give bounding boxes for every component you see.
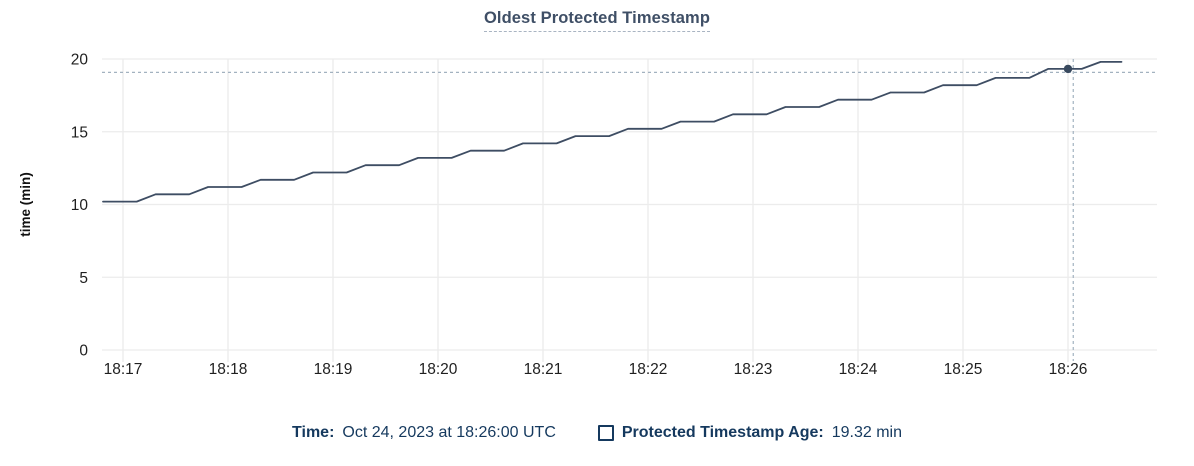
x-tick-label: 18:22 (629, 361, 668, 378)
chart-title[interactable]: Oldest Protected Timestamp (483, 9, 711, 32)
x-tick-label: 18:23 (734, 361, 773, 378)
gridlines: 0 5 10 15 20 18:17 18:18 18:19 18:20 18:21 18:22 18… (71, 52, 1157, 378)
series-checkbox[interactable] (597, 425, 614, 441)
series-legend-item: Protected Timestamp Age: 19.32 min (597, 424, 902, 442)
x-tick-label: 18:26 (1049, 361, 1088, 378)
series-line (102, 60, 1123, 203)
y-tick-label: 15 (71, 124, 88, 141)
y-tick-label: 0 (79, 343, 88, 360)
series-name-label: Protected Timestamp Age: (621, 424, 824, 441)
x-tick-label: 18:24 (839, 361, 878, 378)
x-tick-label: 18:17 (104, 361, 143, 378)
x-tick-label: 18:18 (209, 361, 248, 378)
y-tick-label: 5 (79, 270, 88, 287)
hover-time-label: Time: (292, 424, 335, 441)
x-tick-label: 18:25 (944, 361, 983, 378)
x-tick-label: 18:19 (314, 361, 353, 378)
line-chart-plot[interactable]: 0 5 10 15 20 18:17 18:18 18:19 18:20 18:21 18:22 18… (0, 40, 1194, 385)
x-tick-label: 18:20 (419, 361, 458, 378)
chart-title-row: Oldest Protected Timestamp (0, 0, 1194, 40)
y-tick-label: 10 (71, 197, 89, 214)
y-tick-label: 20 (71, 52, 89, 69)
hover-point-dot (1063, 64, 1073, 74)
y-axis-title: time (min) (18, 172, 33, 237)
x-tick-label: 18:21 (524, 361, 563, 378)
hover-legend: Time: Oct 24, 2023 at 18:26:00 UTC Prote… (0, 424, 1194, 442)
hover-time-value: Oct 24, 2023 at 18:26:00 UTC (342, 424, 556, 441)
series-value: 19.32 min (831, 424, 902, 441)
